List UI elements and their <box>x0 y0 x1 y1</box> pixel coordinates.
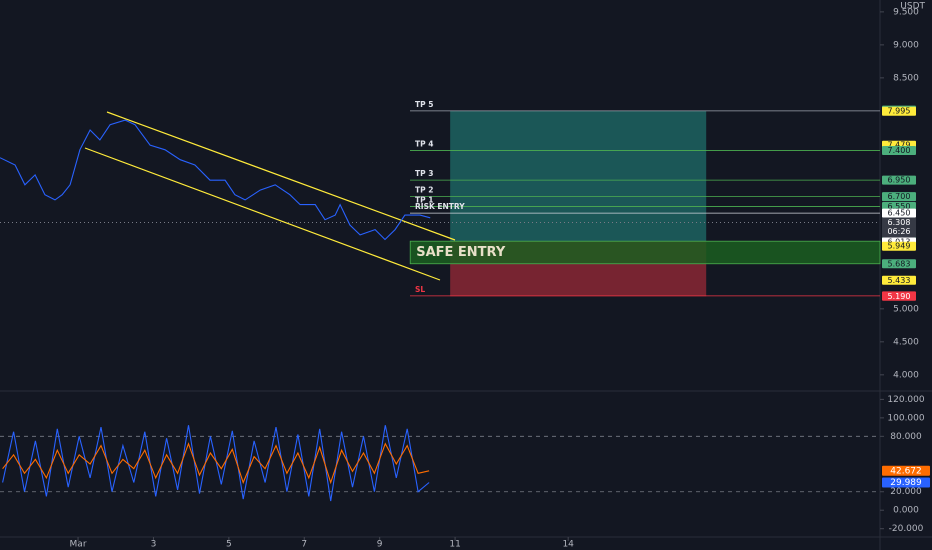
price-tag-label: 7.479 <box>888 141 911 150</box>
channel-upper <box>106 111 456 241</box>
price-tag-label: 7.995 <box>888 107 911 116</box>
price-tag <box>882 241 916 251</box>
unit-label: USDT <box>900 2 925 12</box>
level-label: TP 5 <box>415 100 433 109</box>
price-tag <box>882 106 916 116</box>
price-tag-label: 5.433 <box>888 276 911 285</box>
value-tag <box>882 477 930 488</box>
level-label: RISK ENTRY <box>415 202 465 211</box>
x-tick-label: 3 <box>151 540 157 550</box>
x-tick-label: Mar <box>70 540 87 550</box>
safe-zone <box>409 240 881 265</box>
value-tag <box>882 465 930 476</box>
price-tag-label: 6.950 <box>888 176 911 185</box>
x-tick-label: 9 <box>377 540 383 550</box>
price-tag <box>882 275 916 285</box>
last-price-label: 6.308 <box>888 218 911 227</box>
y-tick-label: 9.000 <box>893 40 919 50</box>
level-label: TP 4 <box>415 139 433 148</box>
y-tick-label: 9.500 <box>893 7 919 17</box>
price-tag-label: 7.400 <box>888 146 911 155</box>
last-price-tag <box>882 217 916 238</box>
y-tick-label: 20.000 <box>890 487 922 497</box>
y-tick-label: 5.000 <box>893 304 919 314</box>
level-label: TP 1 <box>415 196 433 205</box>
level-label: TP 2 <box>415 186 433 195</box>
price-tag <box>882 145 916 155</box>
y-tick-label: -20.000 <box>889 524 924 534</box>
axes: 9.500 9.000 8.500 5.000 4.500 4.000 Mar 3 5 7 9 11 1… <box>70 7 930 550</box>
price-tag-label: 5.949 <box>888 242 911 251</box>
level-label: TP 3 <box>415 169 433 178</box>
series <box>0 119 431 502</box>
price-tag-label: 5.683 <box>888 259 911 268</box>
value-tag-label: 42.672 <box>890 466 922 476</box>
x-tick-label: 7 <box>301 540 307 550</box>
y-tick-label: 120.000 <box>887 395 924 405</box>
series-line <box>0 119 431 241</box>
price-tag <box>882 208 916 218</box>
x-tick-label: 11 <box>449 540 460 550</box>
x-tick-label: 5 <box>226 540 232 550</box>
safe-zone-label: SAFE ENTRY <box>416 245 506 260</box>
value-tag-label: 29.989 <box>890 478 922 488</box>
y-tick-label: 4.500 <box>893 337 919 347</box>
price-tag-label: 5.190 <box>888 292 911 301</box>
price-tag-label: 6.550 <box>888 202 911 211</box>
price-tag <box>882 192 916 202</box>
countdown-label: 06:26 <box>887 227 910 236</box>
channel-lower <box>84 147 441 281</box>
position-boxes: SAFE ENTRY <box>409 110 881 297</box>
y-tick-label: 80.000 <box>890 432 922 442</box>
y-tick-label: 4.000 <box>893 370 919 380</box>
price-tag-label: 6.700 <box>888 192 911 201</box>
price-tag-label: 6.450 <box>888 209 911 218</box>
y-tick-label: 100.000 <box>887 413 924 423</box>
level-label: SL <box>415 285 425 294</box>
price-tag <box>882 259 916 269</box>
y-tick-label: 0.000 <box>893 506 919 516</box>
y-tick-label: 8.500 <box>893 73 919 83</box>
price-tag <box>882 175 916 185</box>
price-tag <box>882 291 916 301</box>
target-zone <box>450 110 707 242</box>
series-line <box>2 442 430 485</box>
x-tick-label: 14 <box>562 540 574 550</box>
